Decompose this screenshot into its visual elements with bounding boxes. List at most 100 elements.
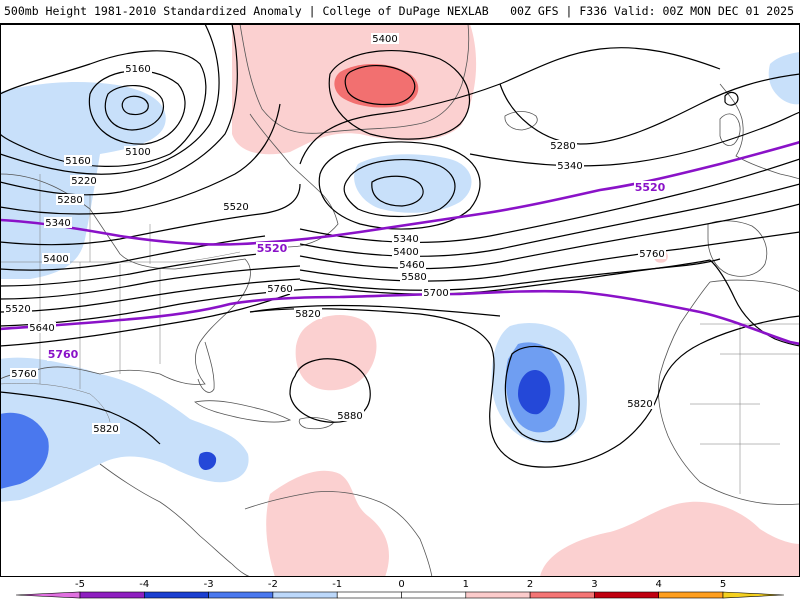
contour-label-5160-a: 5160: [125, 64, 150, 75]
map-title: 500mb Height 1981-2010 Standardized Anom…: [4, 4, 489, 18]
colorbar-tick-label: -4: [139, 579, 149, 590]
neg-anomaly-gulf: [0, 357, 249, 502]
contour-5580-east: [299, 231, 800, 282]
anomaly-colorbar: -5 -4 -3 -2 -1 0 1 2 3 4 5: [0, 577, 800, 600]
contour-label-5820-a-bg: [92, 423, 120, 434]
highlight-contours: [0, 140, 800, 346]
colorbar-tick-label: 2: [527, 579, 533, 590]
contour-label-5400-c: 5400: [393, 247, 418, 258]
contour-label-5520-b-bg: [4, 303, 32, 314]
africa-borders: [690, 323, 800, 494]
contour-5520: [0, 251, 281, 287]
colorbar-tick-label: -5: [75, 579, 85, 590]
contour-5820-central: [249, 308, 701, 468]
contour-5280: [0, 24, 238, 196]
colorbar-segment-6: [401, 591, 467, 599]
contour-5640-east: [299, 258, 721, 291]
positive-anomaly-shading: [232, 24, 800, 577]
highlight-label-5760-bg: [47, 348, 79, 361]
colorbar-segment-2: [144, 591, 209, 599]
contour-africa-5760: [709, 259, 800, 347]
contour-label-5340-b-bg: [392, 233, 420, 244]
uk-coast: [719, 113, 741, 146]
colorbar-tick-label: 3: [591, 579, 597, 590]
contour-label-5340-c-bg: [556, 160, 584, 171]
contour-label-5160-b-bg: [64, 155, 92, 166]
contour-low-nw-inner: [121, 95, 149, 116]
contour-low-nw-2: [104, 84, 164, 131]
contour-label-5700: 5700: [423, 288, 448, 299]
pos-anomaly-greenland-core: [334, 63, 419, 108]
contour-5400-a: [0, 183, 301, 246]
neg-anomaly-carib-core: [198, 451, 217, 470]
height-contours: [0, 24, 800, 468]
europe-coast: [719, 83, 800, 180]
contour-5460-east: [299, 183, 800, 257]
contour-label-5880-bg: [336, 410, 364, 421]
purple-contour-5520: [0, 140, 800, 246]
contour-label-5460: 5460: [399, 260, 424, 271]
colorbar-segment-4: [272, 591, 338, 599]
contour-label-5760-b-bg: [266, 283, 294, 294]
contour-label-5100-bg: [124, 146, 152, 157]
contour-label-5760-a: 5760: [11, 369, 36, 380]
contour-5580-a: [0, 265, 301, 300]
canada-provinces: [39, 174, 151, 264]
colorbar-segment-7: [465, 591, 531, 599]
weather-map: 5160 5100 5160 5220 5280 5340 5400 5520 5640 5760…: [0, 24, 800, 577]
contour-label-5820-c-bg: [626, 398, 654, 409]
contour-5700-east: [329, 259, 711, 295]
contour-label-5280-b: 5280: [550, 141, 575, 152]
contour-5460-a: [0, 235, 266, 271]
contour-label-5160-b: 5160: [65, 156, 90, 167]
contour-label-5820-c: 5820: [627, 399, 652, 410]
contour-5160: [0, 50, 207, 167]
colorbar-tick-label: 1: [463, 579, 469, 590]
contour-label-5460-bg: [398, 259, 426, 270]
contour-label-5580: 5580: [401, 272, 426, 283]
neg-anomaly-gulf-mid: [0, 412, 49, 489]
highlight-label-group: 5520 5520 5760: [47, 181, 666, 361]
contour-5400-east: [299, 158, 800, 244]
contour-label-5280-b-bg: [549, 140, 577, 151]
contour-label-5520-a-bg: [222, 201, 250, 212]
contour-5340: [0, 103, 281, 215]
contour-5520-east: [299, 203, 800, 270]
colorbar-segment-1: [79, 591, 145, 599]
neg-anomaly-europe: [768, 52, 800, 105]
highlight-label-5520-east: 5520: [635, 181, 666, 194]
neg-anomaly-atlantic-core: [518, 369, 551, 415]
us-mexico-border: [0, 383, 111, 423]
south-america-coast: [244, 491, 433, 577]
contour-label-5820-a: 5820: [93, 424, 118, 435]
model-run-info: 00Z GFS | F336 Valid: 00Z MON DEC 01 202…: [510, 4, 794, 18]
labrador-coast: [249, 113, 339, 253]
pos-anomaly-africa-sw: [540, 501, 800, 577]
colorbar-segments: [15, 591, 785, 599]
colorbar-tick-label: 0: [398, 579, 404, 590]
contour-label-5280-a-bg: [56, 194, 84, 205]
contour-label-5760-c: 5760: [639, 249, 664, 260]
contour-label-group: 5160 5100 5160 5220 5280 5340 5400 5520 5640 5760…: [4, 33, 666, 435]
contour-label-5880: 5880: [337, 411, 362, 422]
contour-5760-w: [0, 293, 291, 347]
highlight-label-5520-east-bg: [634, 181, 666, 194]
coastlines: [0, 24, 800, 577]
contour-label-5520-b: 5520: [5, 304, 30, 315]
colorbar-tick-label: -3: [204, 579, 214, 590]
contour-label-5400-b-bg: [371, 33, 399, 44]
contour-label-5820-b: 5820: [295, 309, 320, 320]
contour-label-5640: 5640: [29, 323, 54, 334]
africa-coast: [658, 279, 800, 505]
colorbar-tick-labels: -5 -4 -3 -2 -1 0 1 2 3 4 5: [75, 579, 726, 590]
colorbar-tick-label: 4: [656, 579, 662, 590]
cuba-coast: [194, 400, 292, 423]
contour-label-5400-a: 5400: [43, 254, 68, 265]
contour-label-5580-bg: [400, 271, 428, 282]
map-header: 500mb Height 1981-2010 Standardized Anom…: [0, 0, 800, 24]
contour-label-5400-c-bg: [392, 246, 420, 257]
contour-5400-greenland-inner: [344, 65, 416, 106]
pos-anomaly-south-america: [266, 470, 389, 577]
contour-5760-atlantic-low: [504, 345, 580, 443]
contour-label-5100: 5100: [125, 147, 150, 158]
